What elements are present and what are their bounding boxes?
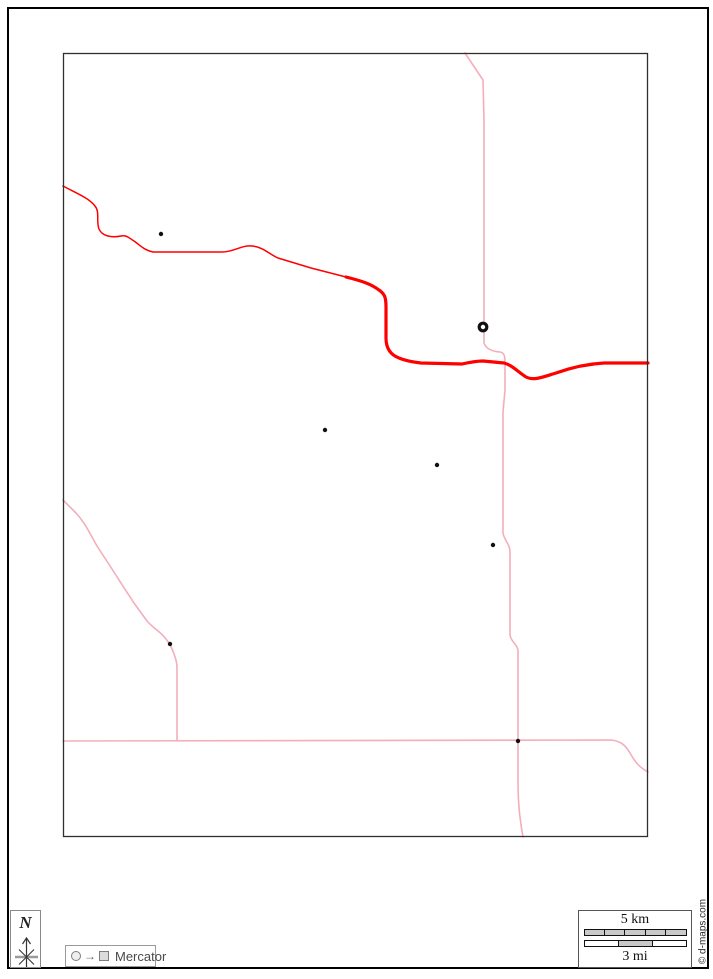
scale-bar-segment	[618, 941, 653, 947]
city-dot	[322, 427, 328, 433]
compass-rose-icon	[15, 936, 38, 967]
city-dot	[167, 641, 173, 647]
sphere-icon	[71, 951, 81, 961]
city-dot	[434, 462, 440, 468]
scale-bar-segment	[625, 930, 646, 936]
scale-km-label: 5 km	[620, 912, 650, 927]
north-indicator: N	[10, 910, 41, 968]
city-dot	[515, 738, 521, 744]
projection-name: Mercator	[115, 948, 167, 964]
map-border	[62, 52, 649, 838]
main-road-east	[344, 275, 650, 381]
secondary-road-north-south	[464, 52, 524, 838]
scale-bar-segment	[666, 930, 686, 936]
projection-legend: → Mercator	[65, 945, 166, 967]
scale-bar-mi	[583, 940, 687, 948]
scale-bar-segment	[652, 941, 686, 947]
scale-bar-km	[583, 929, 687, 937]
scale-indicator: 5 km 3 mi	[578, 910, 692, 968]
secondary-road-southwest	[62, 499, 178, 741]
scale-mi-label: 3 mi	[622, 949, 648, 965]
scale-bar-segment	[584, 941, 619, 947]
credit-text: © d-maps.com	[697, 898, 709, 965]
north-label: N	[19, 913, 32, 932]
scale-bar-segment	[604, 930, 626, 936]
secondary-road-south-horizontal	[62, 739, 649, 773]
capital-city-marker	[477, 321, 489, 333]
city-dot	[158, 231, 164, 237]
scale-bar-segment	[584, 930, 605, 936]
flat-map-icon	[99, 951, 109, 961]
scale-bar-segment	[645, 930, 667, 936]
main-road-west	[62, 185, 347, 278]
arrow-right-icon: →	[84, 949, 96, 963]
city-dot	[490, 542, 496, 548]
